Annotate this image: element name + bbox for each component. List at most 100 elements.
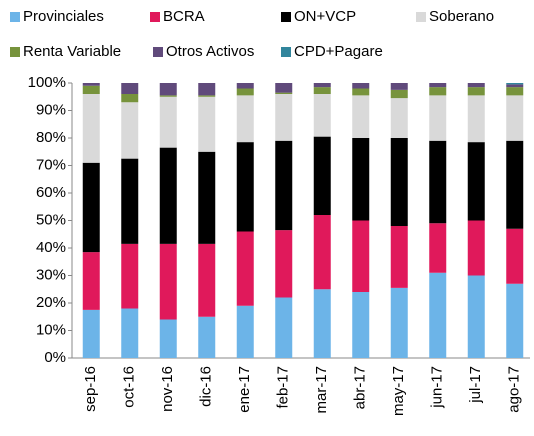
bar-segment	[198, 83, 216, 96]
bar-segment	[390, 138, 408, 226]
bar-segment	[159, 243, 177, 320]
legend-label: Otros Activos	[166, 43, 254, 60]
bar-segment	[313, 136, 331, 215]
x-tick-label: oct-16	[121, 366, 138, 408]
bar-segment	[506, 83, 524, 85]
bar-segment	[467, 220, 485, 276]
bar-segment	[352, 88, 370, 96]
bar-segment	[236, 88, 254, 96]
y-tick-label: 90%	[36, 101, 66, 118]
bar-segment	[159, 96, 177, 148]
x-tick-label: dic-16	[198, 366, 215, 407]
bar-segment	[82, 162, 100, 253]
bar-segment	[159, 147, 177, 244]
bar-segment	[275, 140, 293, 231]
bar-segment	[313, 87, 331, 94]
bar-segment	[198, 316, 216, 358]
bar-segment	[467, 142, 485, 221]
bar-segment	[198, 243, 216, 317]
bar-segment	[506, 87, 524, 96]
x-tick-label: nov-16	[159, 366, 176, 412]
legend-swatch	[281, 47, 291, 57]
bar-segment	[506, 95, 524, 141]
bar-segment	[352, 95, 370, 138]
bar-segment	[82, 83, 100, 86]
x-tick-label: sep-16	[82, 366, 99, 412]
bar-segment	[390, 287, 408, 358]
bar-segment	[82, 94, 100, 163]
legend-swatch	[10, 12, 20, 22]
legend-label: CPD+Pagare	[294, 43, 383, 60]
bar-segment	[198, 151, 216, 244]
bar-segment	[121, 243, 139, 309]
bar-segment	[275, 92, 293, 94]
bar-segment	[198, 95, 216, 97]
bar-segment	[82, 85, 100, 94]
y-tick-label: 40%	[36, 239, 66, 256]
bar-segment	[352, 220, 370, 292]
bar-segment	[313, 83, 331, 88]
y-tick-label: 10%	[36, 321, 66, 338]
bar-segment	[429, 83, 447, 88]
bar-segment	[121, 83, 139, 94]
bar-segment	[275, 297, 293, 358]
x-tick-label: ago-17	[506, 366, 523, 413]
bar-segment	[313, 289, 331, 358]
legend-label: BCRA	[163, 8, 205, 25]
x-tick-label: feb-17	[275, 366, 292, 409]
bar-segment	[313, 215, 331, 290]
bar-segment	[390, 89, 408, 99]
bar-segment	[506, 283, 524, 358]
bar-segment	[236, 83, 254, 89]
bar-segment	[506, 84, 524, 88]
y-tick-label: 20%	[36, 294, 66, 311]
x-tick-label: abr-17	[352, 366, 369, 409]
bar-segment	[121, 158, 139, 244]
bar-segment	[429, 95, 447, 141]
bar-segment	[82, 309, 100, 358]
bar-segment	[352, 292, 370, 358]
legend-label: Renta Variable	[23, 43, 121, 60]
bar-segment	[390, 83, 408, 90]
legend-swatch	[281, 12, 291, 22]
bar-segment	[313, 94, 331, 137]
bar-segment	[82, 252, 100, 310]
legend-swatch	[10, 47, 20, 57]
bar-segment	[429, 140, 447, 224]
legend-label: Provinciales	[23, 8, 104, 25]
y-tick-label: 100%	[28, 74, 66, 91]
bar-segment	[275, 94, 293, 141]
bar-segment	[467, 83, 485, 88]
bar-segment	[236, 305, 254, 358]
bar-segment	[390, 98, 408, 138]
legend-swatch	[150, 12, 160, 22]
bar-segment	[159, 83, 177, 96]
bar-segment	[506, 140, 524, 229]
bar-segment	[236, 95, 254, 143]
bar-segment	[390, 226, 408, 288]
bar-segment	[275, 230, 293, 298]
x-tick-label: ene-17	[236, 366, 253, 413]
bar-segment	[198, 96, 216, 152]
bar-segment	[159, 319, 177, 358]
bar-segment	[275, 83, 293, 93]
y-tick-label: 0%	[44, 349, 66, 366]
bar-segment	[429, 223, 447, 273]
bar-segment	[429, 87, 447, 96]
x-tick-label: jul-17	[467, 366, 484, 404]
bar-segment	[467, 95, 485, 143]
bar-segment	[429, 272, 447, 358]
legend-label: Soberano	[429, 8, 494, 25]
y-tick-label: 50%	[36, 211, 66, 228]
bar-segment	[352, 138, 370, 221]
x-tick-label: jun-17	[429, 366, 446, 409]
bar-segment	[467, 87, 485, 96]
legend-label: ON+VCP	[294, 8, 356, 25]
x-tick-label: mar-17	[313, 366, 330, 414]
bar-segment	[121, 94, 139, 103]
legend-swatch	[416, 12, 426, 22]
y-tick-label: 80%	[36, 129, 66, 146]
bar-segment	[352, 83, 370, 89]
bar-segment	[467, 275, 485, 358]
